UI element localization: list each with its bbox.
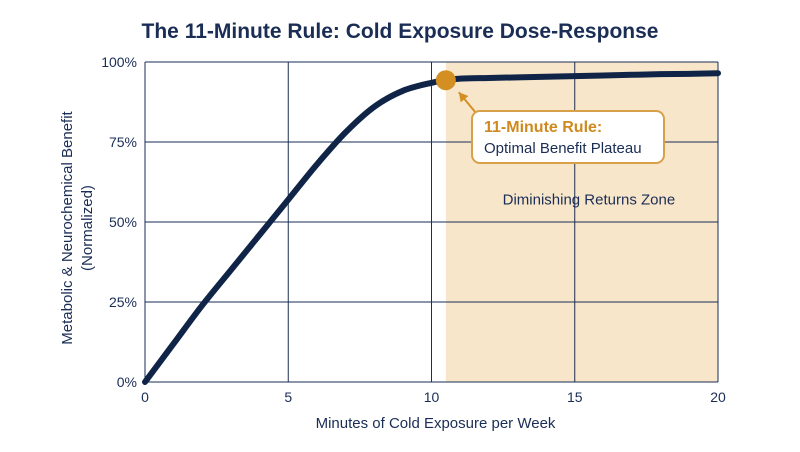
- y-tick-label: 100%: [101, 54, 137, 70]
- point-layer: [435, 70, 456, 91]
- y-tick-label: 75%: [109, 134, 137, 150]
- shade-label: Diminishing Returns Zone: [503, 191, 676, 208]
- y-tick-label: 50%: [109, 214, 137, 230]
- x-tick-label: 10: [424, 389, 440, 405]
- x-tick-label: 15: [567, 389, 583, 405]
- y-axis-label-line2: (Normalized): [79, 185, 96, 271]
- annotation-text: Optimal Benefit Plateau: [484, 140, 642, 157]
- y-tick-label: 0%: [117, 374, 137, 390]
- annotation-box: [471, 110, 665, 164]
- x-tick-label: 20: [710, 389, 726, 405]
- axis-layer: 0 5 10 15 20 0% 25% 50% 75% 100%: [101, 54, 726, 405]
- annotation-title: 11-Minute Rule:: [484, 119, 602, 136]
- highlight-point: [435, 70, 456, 91]
- x-tick-label: 0: [141, 389, 149, 405]
- grid-layer: [144, 61, 719, 383]
- annotation-arrowhead: [458, 92, 469, 103]
- chart-title: The 11-Minute Rule: Cold Exposure Dose-R…: [142, 20, 659, 43]
- x-tick-label: 5: [284, 389, 292, 405]
- y-tick-label: 25%: [109, 294, 137, 310]
- annotation-group: 11-Minute Rule: Optimal Benefit Plateau: [458, 91, 665, 164]
- x-axis-label: Minutes of Cold Exposure per Week: [316, 415, 556, 432]
- y-axis-label-line1: Metabolic & Neurochemical Benefit: [59, 110, 76, 344]
